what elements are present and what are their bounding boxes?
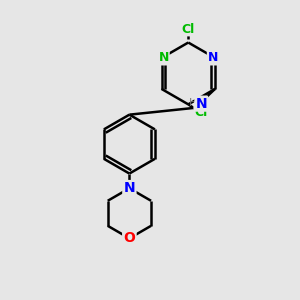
Text: H: H [189,98,197,108]
Text: Cl: Cl [194,106,207,119]
Text: O: O [124,231,135,245]
Text: Cl: Cl [182,23,195,36]
Text: N: N [124,181,135,195]
Text: N: N [208,52,218,64]
Text: N: N [158,52,169,64]
Text: N: N [195,97,207,111]
